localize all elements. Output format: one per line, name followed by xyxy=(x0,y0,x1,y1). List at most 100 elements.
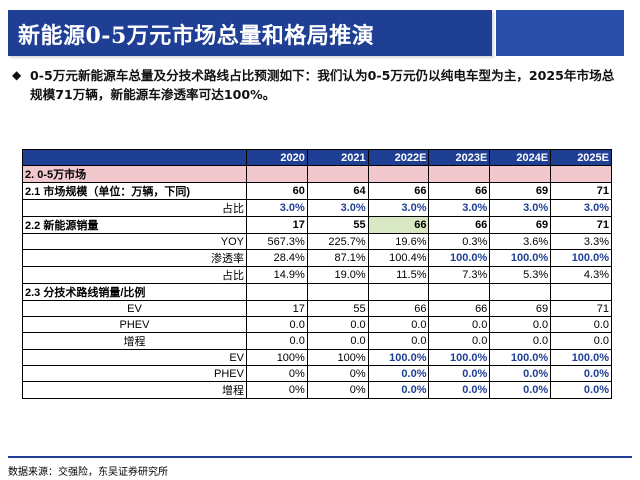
value-cell: 66 xyxy=(428,300,491,317)
value-cell: 3.0% xyxy=(428,199,491,217)
value-cell: 0.0 xyxy=(367,316,430,333)
row-label: 渗透率 xyxy=(22,249,247,267)
table-row: YOY 567.3% 225.7% 19.6% 0.3% 3.6% 3.3% xyxy=(22,233,612,250)
value-cell: 17 xyxy=(246,300,308,317)
value-cell: 100.0% xyxy=(489,249,552,267)
value-cell: 17 xyxy=(246,216,308,234)
table-row: EV 17 55 66 66 69 71 xyxy=(22,300,612,317)
row-label: PHEV xyxy=(22,316,247,333)
value-cell: 28.4% xyxy=(246,249,308,267)
section-row-tech: 2.3 分技术路线销量/比例 xyxy=(22,283,612,301)
forecast-table: 2020 2021 2022E 2023E 2024E 2025E 2. 0-5… xyxy=(22,149,612,399)
value-cell: 100% xyxy=(246,349,308,366)
value-cell: 0.0% xyxy=(489,381,552,399)
value-cell: 3.0% xyxy=(367,199,430,217)
row-label: PHEV xyxy=(22,365,247,382)
value-cell: 3.0% xyxy=(489,199,552,217)
value-cell: 66 xyxy=(428,182,491,200)
value-cell: 19.0% xyxy=(306,266,369,284)
value-cell: 0.0% xyxy=(367,365,430,382)
value-cell: 100% xyxy=(306,349,369,366)
header-cell xyxy=(22,149,247,166)
value-cell: 14.9% xyxy=(246,266,308,284)
value-cell: 0.0 xyxy=(306,332,369,350)
value-cell: 0.0% xyxy=(428,365,491,382)
value-cell: 3.0% xyxy=(550,199,612,217)
value-cell: 66 xyxy=(367,182,430,200)
value-cell: 66 xyxy=(367,216,430,234)
row-label: 2.2 新能源销量 xyxy=(22,216,247,234)
header-cell: 2022E xyxy=(367,149,430,166)
value-cell: 71 xyxy=(550,216,612,234)
value-cell: 66 xyxy=(428,216,491,234)
table-row: 占比 3.0% 3.0% 3.0% 3.0% 3.0% 3.0% xyxy=(22,199,612,217)
table-row: PHEV 0% 0% 0.0% 0.0% 0.0% 0.0% xyxy=(22,365,612,382)
section-label: 2.3 分技术路线销量/比例 xyxy=(22,283,247,301)
page-title: 新能源0-5万元市场总量和格局推演 xyxy=(18,23,375,49)
value-cell: 100.0% xyxy=(550,349,612,366)
value-cell: 87.1% xyxy=(306,249,369,267)
value-cell: 69 xyxy=(489,182,552,200)
value-cell: 55 xyxy=(306,300,369,317)
table-row: 2.2 新能源销量 17 55 66 66 69 71 xyxy=(22,216,612,234)
title-bar: 新能源0-5万元市场总量和格局推演 xyxy=(8,10,492,56)
value-cell: 69 xyxy=(489,216,552,234)
value-cell: 19.6% xyxy=(367,233,430,250)
source-note: 数据来源：交强险，东吴证券研究所 xyxy=(8,467,168,478)
value-cell: 100.0% xyxy=(428,249,491,267)
value-cell: 225.7% xyxy=(306,233,369,250)
value-cell: 0.0 xyxy=(428,332,491,350)
value-cell: 4.3% xyxy=(550,266,612,284)
value-cell: 60 xyxy=(246,182,308,200)
value-cell: 7.3% xyxy=(428,266,491,284)
row-label: 2.1 市场规模（单位：万辆，下同) xyxy=(22,182,247,200)
value-cell: 3.0% xyxy=(246,199,308,217)
value-cell: 0.0% xyxy=(428,381,491,399)
diamond-bullet-icon: ◆ xyxy=(12,68,22,82)
value-cell: 3.0% xyxy=(306,199,369,217)
value-cell: 5.3% xyxy=(489,266,552,284)
value-cell: 100.0% xyxy=(428,349,491,366)
table-header-row: 2020 2021 2022E 2023E 2024E 2025E xyxy=(22,149,612,166)
value-cell: 0.0 xyxy=(489,316,552,333)
value-cell: 0.0 xyxy=(306,316,369,333)
value-cell: 66 xyxy=(367,300,430,317)
value-cell: 0% xyxy=(246,365,308,382)
value-cell: 0.0 xyxy=(550,316,612,333)
row-label: YOY xyxy=(22,233,247,250)
row-label: EV xyxy=(22,300,247,317)
value-cell: 71 xyxy=(550,300,612,317)
value-cell: 0.0% xyxy=(550,381,612,399)
bullet-text: 0-5万元新能源车总量及分技术路线占比预测如下：我们认为0-5万元仍以纯电车型为… xyxy=(30,68,615,102)
header-cell: 2021 xyxy=(306,149,369,166)
header-cell: 2020 xyxy=(246,149,308,166)
value-cell: 100.4% xyxy=(367,249,430,267)
value-cell: 567.3% xyxy=(246,233,308,250)
value-cell: 0.0% xyxy=(550,365,612,382)
row-label: 增程 xyxy=(22,332,247,350)
value-cell: 69 xyxy=(489,300,552,317)
table-row: 增程 0.0 0.0 0.0 0.0 0.0 0.0 xyxy=(22,332,612,350)
value-cell: 0.0 xyxy=(550,332,612,350)
value-cell: 55 xyxy=(306,216,369,234)
value-cell: 0.0% xyxy=(367,381,430,399)
section-row-market: 2. 0-5万市场 xyxy=(22,165,612,183)
row-label: 占比 xyxy=(22,266,247,284)
header-cell: 2023E xyxy=(428,149,491,166)
row-label: 占比 xyxy=(22,199,247,217)
value-cell: 0.0 xyxy=(246,316,308,333)
value-cell: 3.3% xyxy=(550,233,612,250)
value-cell: 3.6% xyxy=(489,233,552,250)
footer-divider xyxy=(8,456,632,458)
value-cell: 0.0% xyxy=(489,365,552,382)
table-row: 占比 14.9% 19.0% 11.5% 7.3% 5.3% 4.3% xyxy=(22,266,612,284)
table-row: PHEV 0.0 0.0 0.0 0.0 0.0 0.0 xyxy=(22,316,612,333)
value-cell: 0% xyxy=(306,381,369,399)
value-cell: 0.0 xyxy=(246,332,308,350)
table-row: 2.1 市场规模（单位：万辆，下同) 60 64 66 66 69 71 xyxy=(22,182,612,200)
bullet-point: ◆ 0-5万元新能源车总量及分技术路线占比预测如下：我们认为0-5万元仍以纯电车… xyxy=(12,66,622,104)
row-label: EV xyxy=(22,349,247,366)
value-cell: 0.0 xyxy=(489,332,552,350)
value-cell: 100.0% xyxy=(550,249,612,267)
value-cell: 0.0 xyxy=(367,332,430,350)
